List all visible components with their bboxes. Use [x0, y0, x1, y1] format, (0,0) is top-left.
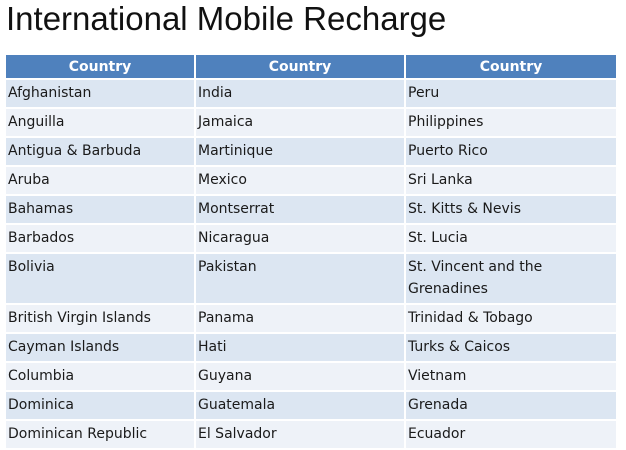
table-cell: Afghanistan	[6, 79, 196, 109]
table-row: Aruba Mexico Sri Lanka	[6, 166, 616, 196]
table-cell: Aruba	[6, 166, 196, 196]
table-row: British Virgin Islands Panama Trinidad &…	[6, 304, 616, 334]
table-header-row: Country Country Country	[6, 55, 616, 80]
table-cell: Anguilla	[6, 108, 196, 138]
table-cell: Puerto Rico	[405, 137, 616, 167]
table-cell: Barbados	[6, 224, 196, 254]
table-cell: Trinidad & Tobago	[405, 304, 616, 334]
table-cell: Bahamas	[6, 195, 196, 225]
table-cell: Guyana	[195, 362, 406, 392]
table-row: Antigua & Barbuda Martinique Puerto Rico	[6, 137, 616, 167]
table-row: Barbados Nicaragua St. Lucia	[6, 224, 616, 254]
table-row: Bolivia Pakistan St. Vincent and the Gre…	[6, 253, 616, 305]
table-cell: Jamaica	[195, 108, 406, 138]
table-cell: St. Lucia	[405, 224, 616, 254]
table-cell: Martinique	[195, 137, 406, 167]
table-row: Bahamas Montserrat St. Kitts & Nevis	[6, 195, 616, 225]
table-row: Cayman Islands Hati Turks & Caicos	[6, 333, 616, 363]
table-cell: Mexico	[195, 166, 406, 196]
table-cell: Cayman Islands	[6, 333, 196, 363]
table-cell: Guatemala	[195, 391, 406, 421]
table-cell: St. Kitts & Nevis	[405, 195, 616, 225]
table-cell: Hati	[195, 333, 406, 363]
table-cell: Antigua & Barbuda	[6, 137, 196, 167]
table-row: Columbia Guyana Vietnam	[6, 362, 616, 392]
table-cell: Bolivia	[6, 253, 196, 305]
column-header: Country	[405, 55, 616, 80]
table-cell: Sri Lanka	[405, 166, 616, 196]
country-table: Country Country Country Afghanistan Indi…	[6, 55, 616, 450]
table-cell: Montserrat	[195, 195, 406, 225]
table-cell: Nicaragua	[195, 224, 406, 254]
table-cell: Ecuador	[405, 420, 616, 450]
column-header: Country	[6, 55, 196, 80]
table-row: Anguilla Jamaica Philippines	[6, 108, 616, 138]
table-cell: Grenada	[405, 391, 616, 421]
table-cell: India	[195, 79, 406, 109]
table-row: Dominican Republic El Salvador Ecuador	[6, 420, 616, 450]
table-cell: Dominican Republic	[6, 420, 196, 450]
column-header: Country	[195, 55, 406, 80]
table-cell: British Virgin Islands	[6, 304, 196, 334]
table-cell: Pakistan	[195, 253, 406, 305]
page-title: International Mobile Recharge	[6, 0, 447, 37]
table-row: Afghanistan India Peru	[6, 79, 616, 109]
table-cell: Vietnam	[405, 362, 616, 392]
table-cell: Philippines	[405, 108, 616, 138]
table-cell: Dominica	[6, 391, 196, 421]
table-row: Dominica Guatemala Grenada	[6, 391, 616, 421]
table-cell: Turks & Caicos	[405, 333, 616, 363]
table-cell: Peru	[405, 79, 616, 109]
table-cell: Panama	[195, 304, 406, 334]
table-cell: St. Vincent and the Grenadines	[405, 253, 616, 305]
table-cell: El Salvador	[195, 420, 406, 450]
table-cell: Columbia	[6, 362, 196, 392]
